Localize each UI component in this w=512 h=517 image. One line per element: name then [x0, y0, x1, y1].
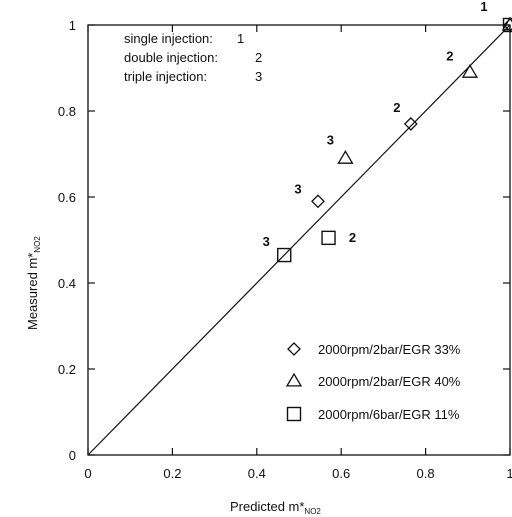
legend: 2000rpm/2bar/EGR 33% 2000rpm/2bar/EGR 40…	[285, 342, 461, 422]
note-double-value: 2	[255, 50, 262, 65]
note-single-value: 1	[237, 31, 244, 46]
point-square	[321, 230, 336, 246]
y-axis-label: Measured m*NO2	[25, 236, 42, 330]
y-tick-label: 1	[69, 18, 76, 33]
x-tick-label: 1	[506, 466, 512, 481]
point-label: 2	[446, 48, 453, 63]
point-label: 2	[393, 100, 400, 115]
legend-marker-square	[286, 406, 302, 422]
point-label: 3	[327, 132, 334, 147]
note-single-text: single injection:	[124, 31, 213, 46]
point-diamond	[403, 116, 418, 131]
y-tick-label: 0.4	[58, 276, 76, 291]
plot-area	[87, 24, 511, 456]
point-square	[502, 17, 512, 33]
plot-border	[87, 24, 511, 456]
y-tick-label: 0.6	[58, 190, 76, 205]
point-label: 3	[294, 181, 301, 196]
legend-marker-diamond	[287, 342, 301, 356]
x-axis-label: Predicted m*NO2	[230, 499, 321, 516]
reference-line	[87, 24, 511, 456]
x-tick-label: 0.8	[417, 466, 435, 481]
point-triangle	[337, 150, 354, 164]
point-triangle	[461, 64, 479, 78]
legend-label-diamond: 2000rpm/2bar/EGR 33%	[318, 342, 461, 357]
x-tick-label: 0.6	[332, 466, 350, 481]
point-square	[277, 247, 292, 263]
axis-ticks: 0 0.2 0.4 0.6 0.8 1 0 0.2 0.4 0.6 0.8 1	[58, 18, 512, 481]
note-triple-value: 3	[255, 69, 262, 84]
x-tick-label: 0	[84, 466, 91, 481]
x-tick-label: 0.4	[248, 466, 266, 481]
point-triangle	[501, 16, 512, 31]
note-triple-text: triple injection:	[124, 69, 207, 84]
point-label: 1	[480, 0, 487, 14]
y-tick-label: 0.8	[58, 104, 76, 119]
y-tick-label: 0	[69, 448, 76, 463]
legend-label-triangle: 2000rpm/2bar/EGR 40%	[318, 374, 461, 389]
reference-line-group	[87, 24, 511, 456]
data-points	[277, 16, 512, 263]
x-tick-label: 0.2	[163, 466, 181, 481]
point-diamond	[311, 194, 325, 209]
note-double-text: double injection:	[124, 50, 218, 65]
point-label: 2	[349, 230, 356, 245]
injection-notes: single injection: 1 double injection: 2 …	[124, 31, 262, 84]
legend-marker-triangle	[285, 372, 303, 387]
y-tick-label: 0.2	[58, 362, 76, 377]
point-labels: 2 3 2 3 1 2 3	[263, 0, 488, 249]
legend-label-square: 2000rpm/6bar/EGR 11%	[318, 407, 460, 422]
point-label: 3	[263, 234, 270, 249]
